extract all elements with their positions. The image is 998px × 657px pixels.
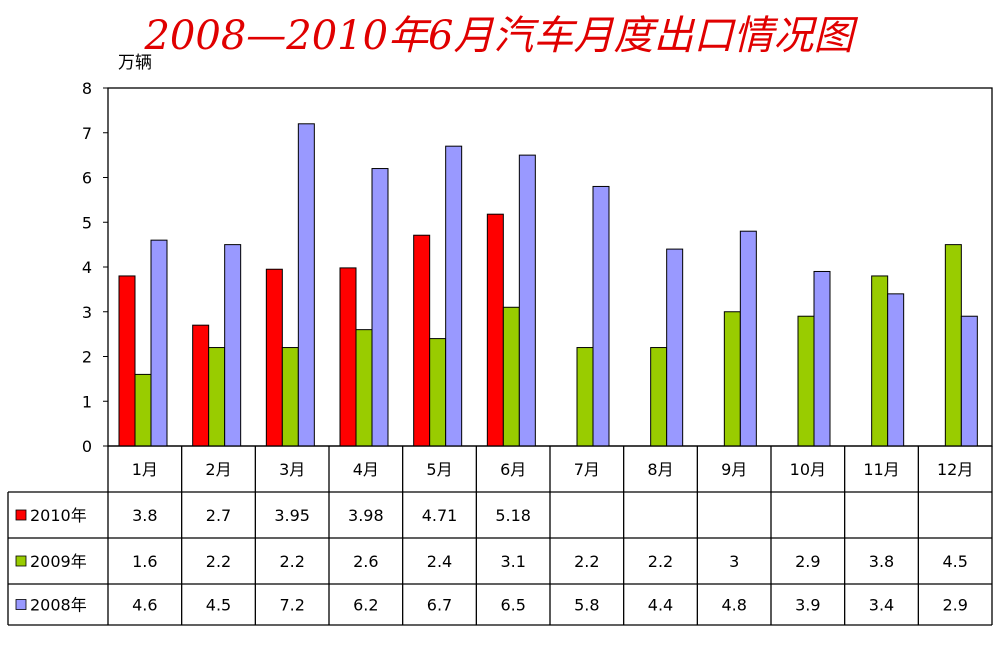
category-label: 6月 [500,460,526,479]
data-label: 2.9 [942,596,967,615]
data-label: 4.4 [648,596,673,615]
y-tick-label: 8 [82,79,92,98]
bar [355,329,373,447]
bar [650,347,668,447]
bar [413,234,431,447]
legend-swatch [15,555,27,567]
category-label: 9月 [721,460,747,479]
category-label: 11月 [863,460,899,479]
bar [576,347,594,447]
data-label: 6.7 [427,596,452,615]
data-label: 2.6 [353,552,378,571]
data-label: 3.8 [869,552,894,571]
data-label: 3 [729,552,739,571]
data-label: 3.95 [274,506,310,525]
bar [150,239,168,447]
bar [592,185,610,447]
y-tick-label: 2 [82,348,92,367]
y-tick-label: 0 [82,437,92,456]
data-label: 6.2 [353,596,378,615]
data-label: 2.4 [427,552,452,571]
category-label: 12月 [937,460,973,479]
data-label: 4.8 [721,596,746,615]
bar [813,270,831,447]
category-label: 4月 [353,460,379,479]
bar [224,244,242,447]
bar [281,347,299,447]
data-label: 1.6 [132,552,157,571]
bar [339,267,357,447]
legend-label: 2009年 [30,552,87,571]
y-tick-label: 4 [82,258,92,277]
chart-title: 2008—2010年6月汽车月度出口情况图 [144,13,854,59]
bar [871,275,889,447]
bar [944,244,962,447]
category-label: 2月 [205,460,231,479]
category-label: 7月 [574,460,600,479]
bar [192,324,210,447]
category-label: 5月 [426,460,452,479]
bar [486,213,504,447]
legend-label: 2010年 [30,506,87,525]
data-label: 4.5 [206,596,231,615]
data-label: 4.6 [132,596,157,615]
y-tick-label: 5 [82,213,92,232]
bar [666,248,684,447]
bar [887,293,905,447]
data-label: 7.2 [279,596,304,615]
bar [960,315,978,447]
legend-swatch [15,599,27,610]
data-label: 2.2 [206,552,231,571]
category-label: 8月 [647,460,673,479]
data-label: 2.2 [279,552,304,571]
bar [502,306,520,447]
bar [518,154,536,447]
bar [797,315,815,447]
data-label: 2.9 [795,552,820,571]
data-label: 3.98 [348,506,384,525]
data-label: 3.1 [500,552,525,571]
bar [118,275,136,447]
data-label: 5.8 [574,596,599,615]
data-label: 5.18 [495,506,531,525]
data-label: 2.2 [648,552,673,571]
bar [134,373,152,447]
category-label: 3月 [279,460,305,479]
data-label: 4.5 [942,552,967,571]
bar [739,230,757,447]
y-tick-label: 7 [82,124,92,143]
bar [265,268,283,447]
category-label: 10月 [790,460,826,479]
category-label: 1月 [132,460,158,479]
data-label: 4.71 [422,506,458,525]
bar [371,168,389,447]
legend-label: 2008年 [30,596,87,615]
data-label: 3.9 [795,596,820,615]
data-label: 6.5 [500,596,525,615]
bar [297,123,315,447]
legend-swatch [15,509,27,521]
bar [429,338,447,447]
y-tick-label: 1 [82,392,92,411]
data-label: 3.4 [869,596,894,615]
data-label: 3.8 [132,506,157,525]
y-tick-label: 6 [82,169,92,188]
data-label: 2.2 [574,552,599,571]
bar [445,145,463,447]
bar [208,347,226,447]
y-axis-unit-label: 万辆 [118,53,152,73]
y-tick-label: 3 [82,303,92,322]
data-label: 2.7 [206,506,231,525]
bar [723,311,741,447]
